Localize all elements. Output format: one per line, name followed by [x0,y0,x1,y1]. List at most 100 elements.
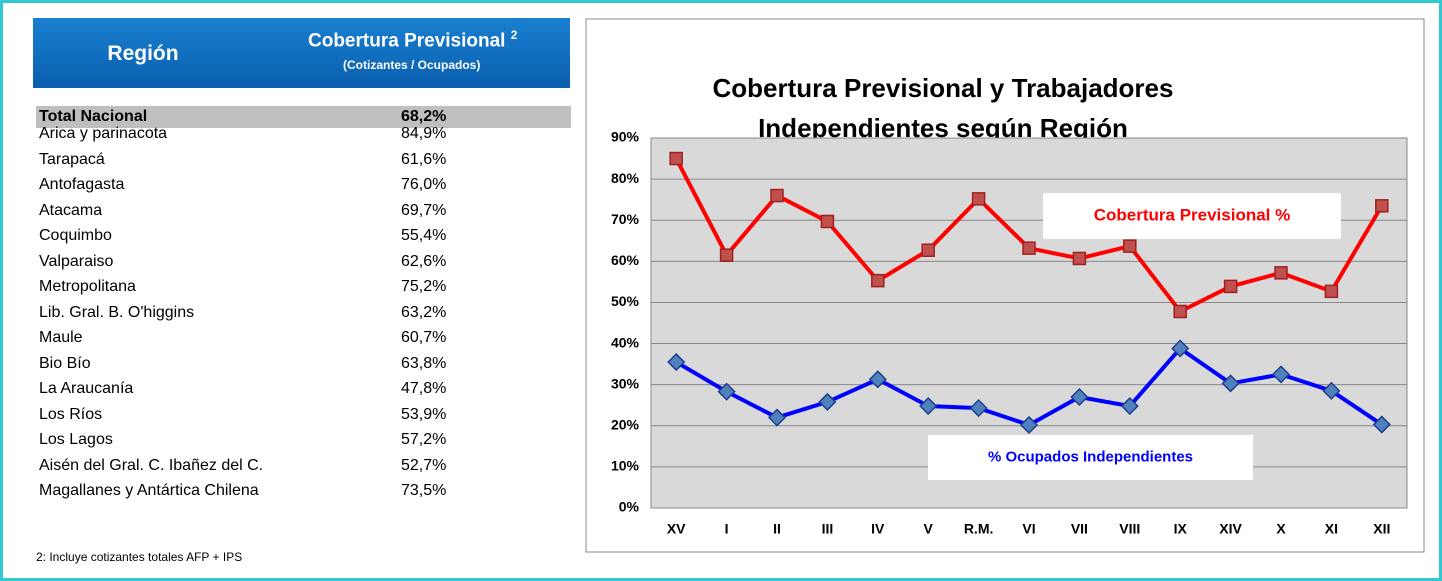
cell-value: 60,7% [401,329,447,346]
cell-label: Maule [39,329,83,346]
chart-title: Cobertura Previsional y Trabajadores [713,73,1174,103]
table-row: Valparaiso 62,6% [36,251,569,273]
marker [1271,365,1291,384]
cell-value: 75,2% [401,278,447,295]
x-tick-label: V [924,521,934,537]
x-tick-label: VI [1022,521,1035,537]
y-tick-label: 10% [611,458,640,474]
x-tick-label: XIV [1219,521,1242,537]
table-row: Antofagasta 76,0% [36,174,569,196]
table-row: Atacama 69,7% [36,200,569,222]
y-tick-label: 0% [619,499,640,515]
x-tick-label: IX [1174,521,1188,537]
marker [1070,387,1089,407]
table-row: Metropolitana 75,2% [36,276,569,298]
marker [667,352,686,372]
header-note: 2 [510,28,518,42]
cell-label: Total Nacional [39,108,148,125]
chart: Cobertura Previsional y TrabajadoresInde… [585,18,1425,553]
cell-value: 63,8% [401,354,447,372]
cell-value: 55,4% [401,227,447,244]
marker [820,214,835,229]
marker [818,392,837,411]
label-box [1043,193,1341,239]
marker [669,151,683,166]
y-tick-label: 50% [611,293,640,309]
cell-value: 61,6% [401,150,447,168]
x-tick-label: XV [667,521,686,537]
marker [1223,279,1238,294]
header-region: Región [107,42,179,65]
cell-label: Arica y parinacota [39,125,168,142]
header-sub: (Cotizantes / Ocupados) [343,58,481,72]
marker [1322,381,1341,400]
table-header: Región Cobertura Previsional 2 (Cotizant… [33,18,570,88]
marker [1173,304,1187,319]
marker [971,192,986,206]
y-tick-label: 20% [611,416,640,432]
marker [1274,266,1288,280]
cell-value: 68,2% [401,108,447,125]
cell-value: 63,2% [401,303,447,321]
table-row: Los Ríos 53,9% [36,404,569,426]
x-tick-label: VIII [1119,521,1140,537]
marker [919,396,938,416]
cell-value: 52,7% [401,456,447,474]
cell-label: Coquimbo [39,227,112,244]
x-tick-label: X [1276,521,1286,537]
cell-label: Lib. Gral. B. O'higgins [39,303,195,321]
table-row: La Araucanía 47,8% [36,378,569,400]
cell-label: Tarapacá [39,150,105,168]
table-row: Los Lagos 57,2% [36,429,569,451]
cell-value: 76,0% [401,176,447,193]
marker [1171,339,1190,358]
marker [719,248,734,262]
table-row: Magallanes y Antártica Chilena 73,5% [36,480,569,502]
series-label: % Ocupados Independientes [988,448,1193,465]
marker [868,370,887,389]
label-box [928,435,1253,480]
x-tick-label: II [773,521,781,537]
cell-value: 47,8% [401,380,447,397]
marker [1123,239,1137,253]
footnote: 2: Incluye cotizantes totales AFP + IPS [36,550,243,564]
cell-value: 62,6% [401,252,447,270]
y-tick-label: 30% [611,375,640,391]
cell-label: Atacama [39,201,103,219]
marker [1372,415,1391,434]
cell-label: Valparaiso [39,252,114,270]
y-tick-label: 40% [611,334,640,350]
cell-label: Antofagasta [39,176,125,193]
y-tick-label: 90% [611,129,640,145]
table-row: Bio Bío 63,8% [36,353,569,375]
cell-label: Magallanes y Antártica Chilena [39,482,259,499]
cell-label: Los Lagos [39,431,113,448]
marker [1324,284,1339,299]
x-tick-label: III [822,521,834,537]
cell-value: 84,9% [401,125,447,142]
table-row: Total Nacional 68,2% [36,106,571,128]
table-row: Coquimbo 55,4% [36,225,569,247]
marker [1072,251,1087,266]
marker [1019,415,1039,435]
marker [921,243,935,257]
x-tick-label: IV [871,521,885,537]
marker [717,382,736,401]
cell-label: Los Ríos [39,405,103,423]
header-coverage: Cobertura Previsional 2 [308,28,517,52]
cell-label: La Araucanía [39,380,134,397]
marker [871,273,885,288]
marker [767,408,787,427]
cell-label: Metropolitana [39,278,136,295]
x-tick-label: I [725,521,729,537]
header-coverage-text: Cobertura Previsional [308,30,506,52]
cell-value: 69,7% [401,201,447,219]
x-tick-label: XI [1325,521,1338,537]
cell-label: Bio Bío [39,354,91,372]
cell-value: 53,9% [401,405,447,423]
marker [1221,374,1240,393]
table-row: Maule 60,7% [36,327,569,349]
x-tick-label: R.M. [964,521,994,537]
cell-value: 73,5% [401,482,447,499]
marker [1375,199,1389,213]
